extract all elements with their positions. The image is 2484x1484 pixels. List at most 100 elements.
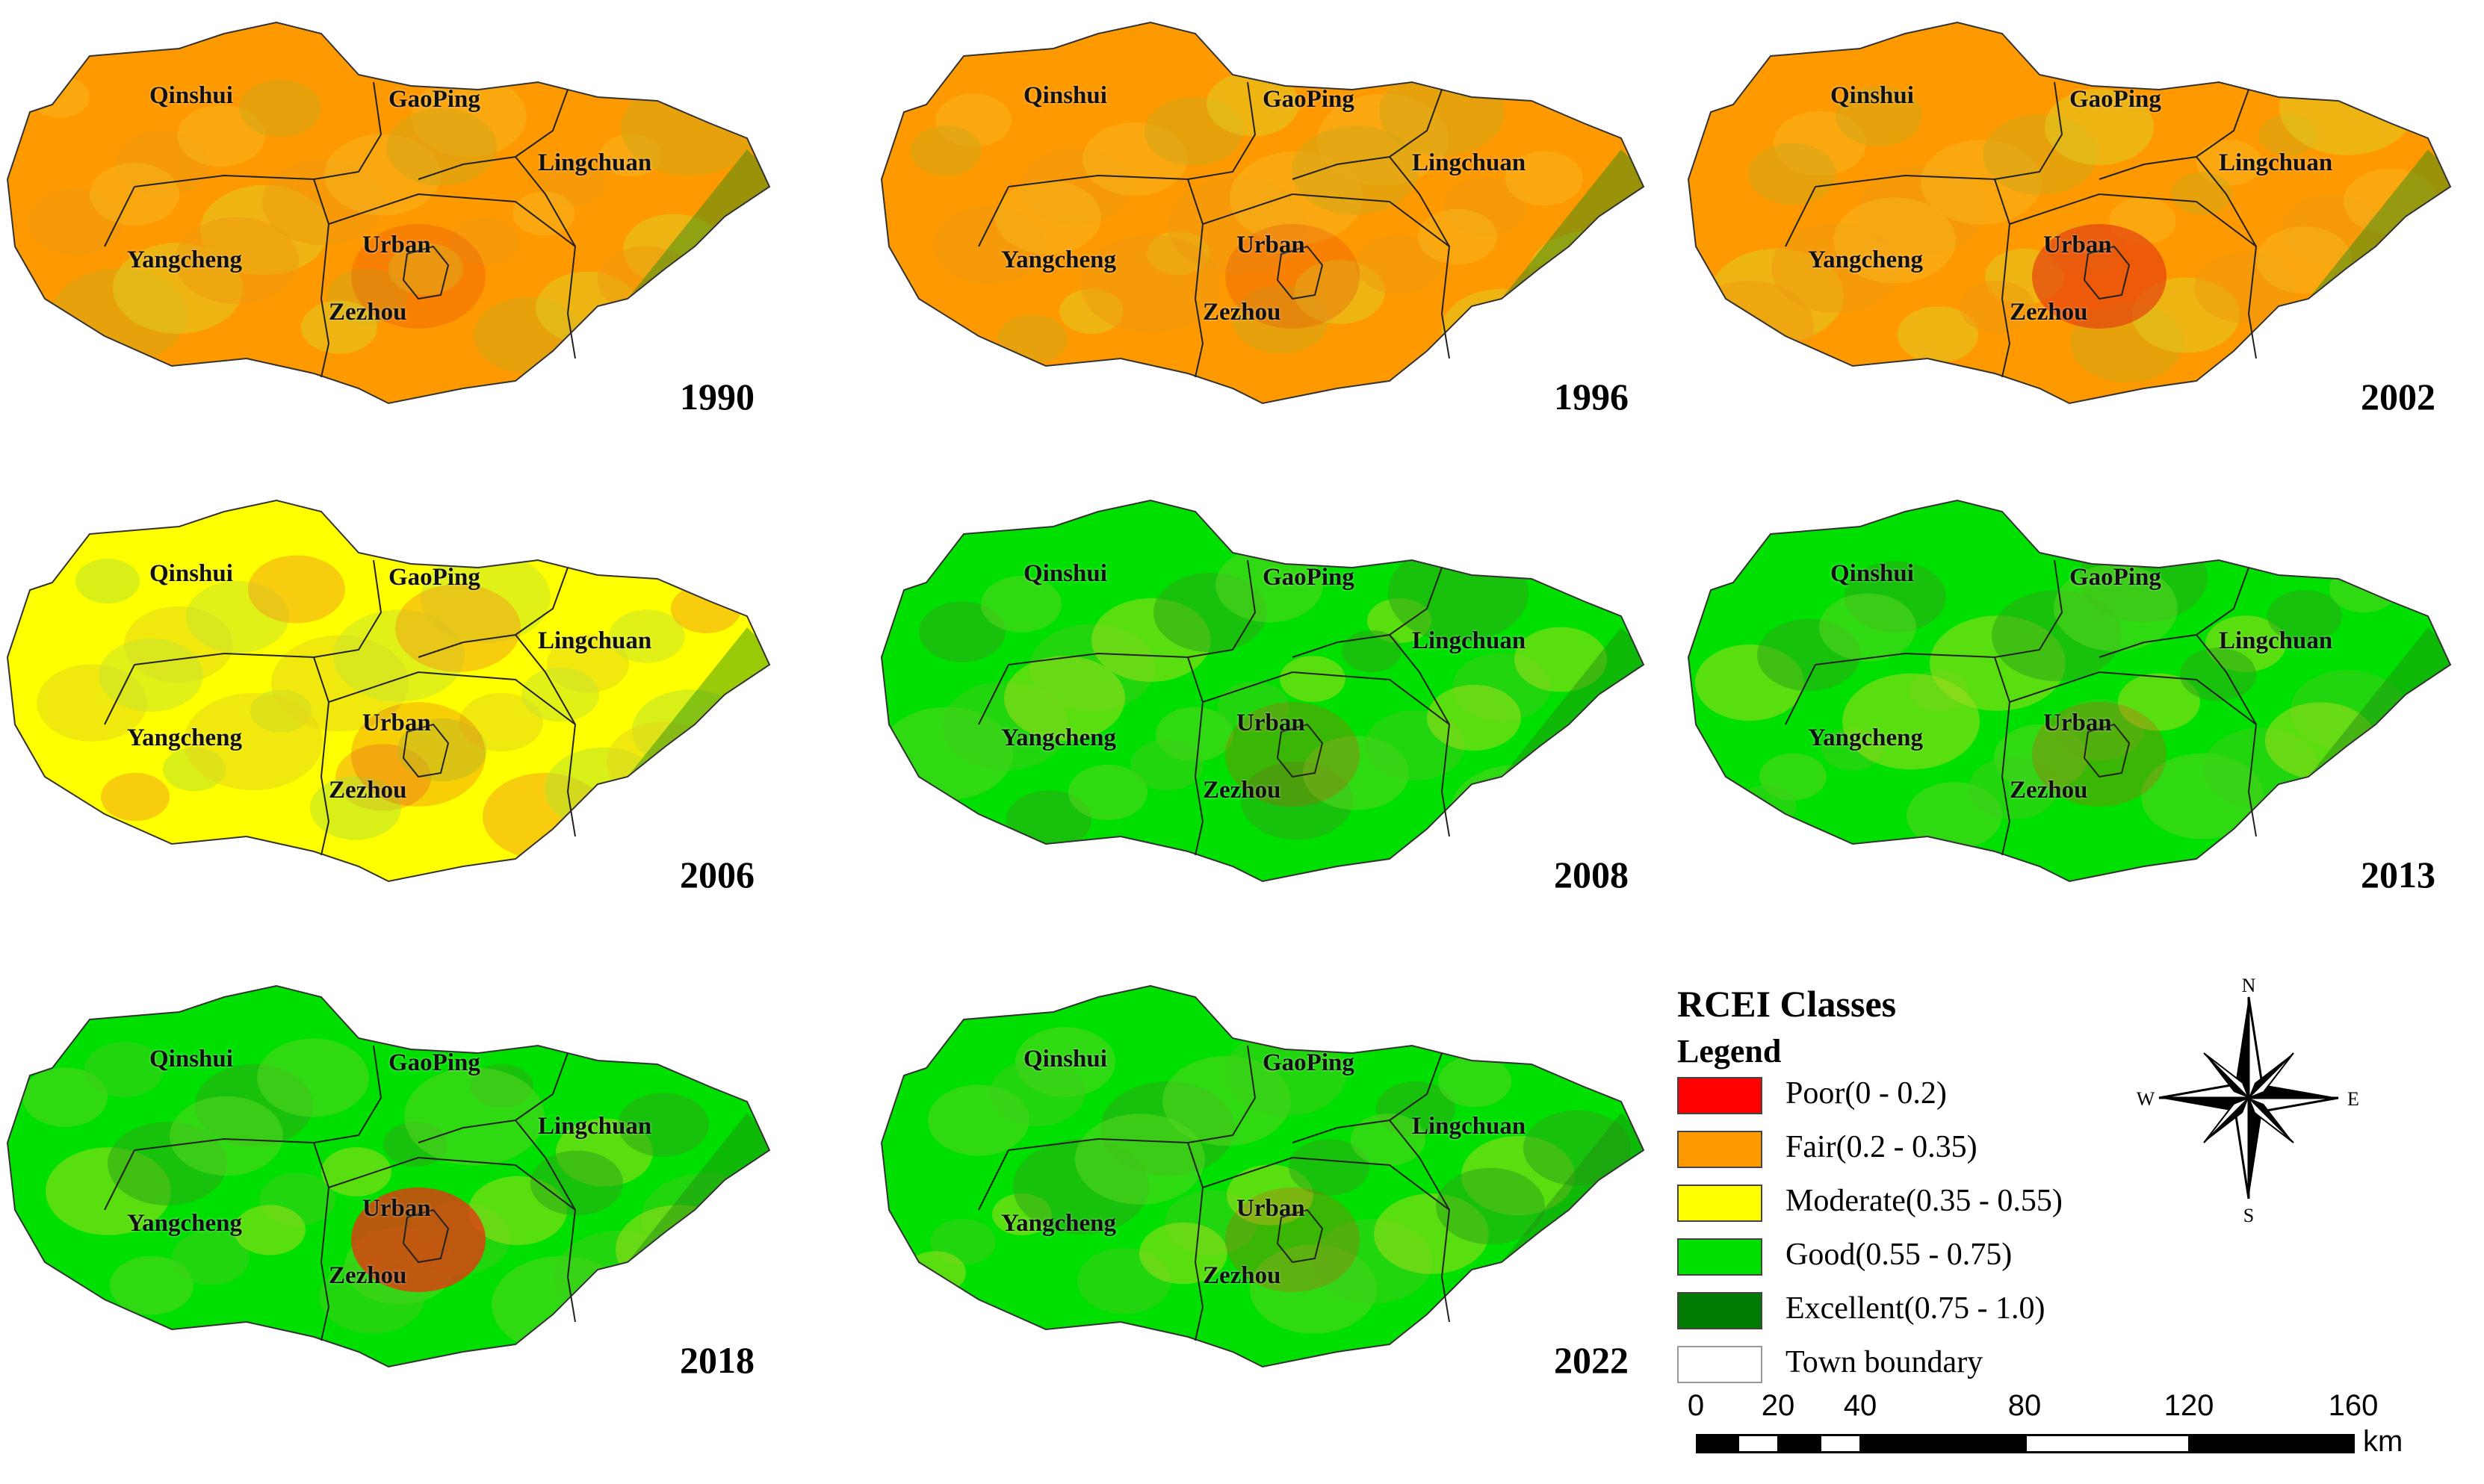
town-label-qinshui: Qinshui <box>1023 1046 1107 1072</box>
town-label-yangcheng: Yangcheng <box>1808 724 1924 751</box>
year-label: 2006 <box>680 854 755 895</box>
legend-label-moderate: Moderate(0.35 - 0.55) <box>1785 1184 2063 1218</box>
town-label-gaoping: GaoPing <box>1263 86 1354 113</box>
town-label-zezhou: Zezhou <box>2010 777 2088 804</box>
town-label-yangcheng: Yangcheng <box>127 246 243 273</box>
legend-subtitle: Legend <box>1677 1033 1782 1069</box>
legend-title: RCEI Classes <box>1677 983 1897 1025</box>
legend-label-excellent: Excellent(0.75 - 1.0) <box>1785 1291 2045 1326</box>
town-label-urban: Urban <box>2043 232 2112 258</box>
map-panel-2008: Qinshui GaoPing Lingchuan Yangcheng Urban Zez… <box>874 478 1673 956</box>
rcei-map <box>6 984 771 1368</box>
scale-bar: 0 20 40 80 120 160 km <box>1688 1389 2450 1479</box>
compass-w-label: W <box>2137 1088 2155 1110</box>
year-label: 1996 <box>1554 376 1629 417</box>
town-label-zezhou: Zezhou <box>329 777 407 804</box>
town-label-yangcheng: Yangcheng <box>127 1210 243 1237</box>
town-label-qinshui: Qinshui <box>149 560 233 587</box>
town-label-qinshui: Qinshui <box>1023 82 1107 109</box>
town-label-urban: Urban <box>362 710 431 736</box>
town-label-yangcheng: Yangcheng <box>127 724 243 751</box>
legend: RCEI Classes Legend Poor(0 - 0.2) Fair(0… <box>1673 978 2465 1471</box>
scale-tick-160: 160 <box>2328 1389 2379 1422</box>
year-label: 2008 <box>1554 854 1629 895</box>
year-label: 1990 <box>680 376 755 417</box>
scale-seg <box>1737 1434 1780 1453</box>
town-label-urban: Urban <box>1236 710 1305 736</box>
scale-seg <box>1778 1434 1821 1453</box>
scale-tick-120: 120 <box>2164 1389 2214 1422</box>
town-label-urban: Urban <box>1236 1195 1305 1222</box>
compass-e-label: E <box>2347 1088 2359 1110</box>
town-label-gaoping: GaoPing <box>2069 86 2161 113</box>
scale-seg <box>2025 1434 2190 1453</box>
town-label-gaoping: GaoPing <box>2069 564 2161 591</box>
north-arrow-compass: N S E W <box>2137 971 2361 1226</box>
town-label-zezhou: Zezhou <box>1203 777 1281 804</box>
scale-tick-0: 0 <box>1687 1389 1705 1422</box>
town-label-lingchuan: Lingchuan <box>2219 627 2333 654</box>
scale-seg <box>1696 1434 1738 1453</box>
town-label-qinshui: Qinshui <box>1830 82 1914 109</box>
rcei-map <box>880 499 1645 883</box>
rcei-map <box>880 21 1645 405</box>
compass-s-label: S <box>2243 1205 2254 1225</box>
rcei-map <box>880 984 1645 1368</box>
town-label-lingchuan: Lingchuan <box>1412 149 1526 176</box>
town-label-qinshui: Qinshui <box>149 1046 233 1072</box>
rcei-map <box>1687 21 2452 405</box>
year-label: 2018 <box>680 1339 755 1381</box>
town-label-lingchuan: Lingchuan <box>538 149 652 176</box>
town-label-gaoping: GaoPing <box>1263 564 1354 591</box>
scale-seg <box>1860 1434 2026 1453</box>
town-label-qinshui: Qinshui <box>1830 560 1914 587</box>
town-label-lingchuan: Lingchuan <box>538 1113 652 1140</box>
town-label-yangcheng: Yangcheng <box>1001 1210 1117 1237</box>
compass-rose-icon: N S E W <box>2137 975 2359 1226</box>
town-label-urban: Urban <box>362 1195 431 1222</box>
town-label-yangcheng: Yangcheng <box>1001 724 1117 751</box>
town-label-gaoping: GaoPing <box>388 86 480 113</box>
legend-label-good: Good(0.55 - 0.75) <box>1785 1238 2013 1272</box>
scale-unit: km <box>2363 1425 2403 1458</box>
legend-swatch-fair <box>1677 1131 1762 1168</box>
town-label-zezhou: Zezhou <box>1203 299 1281 326</box>
map-panel-1996: Qinshui GaoPing Lingchuan Yangcheng Urban Zez… <box>874 0 1673 478</box>
town-label-qinshui: Qinshui <box>149 82 233 109</box>
map-panel-2022: Qinshui GaoPing Lingchuan Yangcheng Urban Zez… <box>874 963 1673 1441</box>
town-label-gaoping: GaoPing <box>1263 1049 1354 1076</box>
town-label-yangcheng: Yangcheng <box>1808 246 1924 273</box>
rcei-map <box>6 499 771 883</box>
map-panel-2006: Qinshui GaoPing Lingchuan Yangcheng Urban Zez… <box>0 478 799 956</box>
compass-n-label: N <box>2242 975 2256 996</box>
legend-swatch-moderate <box>1677 1185 1762 1222</box>
town-label-gaoping: GaoPing <box>388 1049 480 1076</box>
map-panel-2018: Qinshui GaoPing Lingchuan Yangcheng Urban Zez… <box>0 963 799 1441</box>
legend-swatch-good <box>1677 1238 1762 1276</box>
year-label: 2002 <box>2361 376 2435 417</box>
legend-label-poor: Poor(0 - 0.2) <box>1785 1076 1947 1111</box>
town-label-zezhou: Zezhou <box>329 299 407 326</box>
town-label-zezhou: Zezhou <box>2010 299 2088 326</box>
town-label-gaoping: GaoPing <box>388 564 480 591</box>
legend-swatch-excellent <box>1677 1292 1762 1329</box>
town-label-urban: Urban <box>2043 710 2112 736</box>
town-label-lingchuan: Lingchuan <box>1412 627 1526 654</box>
scale-tick-80: 80 <box>2007 1389 2042 1422</box>
legend-label-fair: Fair(0.2 - 0.35) <box>1785 1130 1977 1164</box>
legend-label-town-boundary: Town boundary <box>1785 1345 1983 1379</box>
year-label: 2022 <box>1554 1339 1629 1381</box>
legend-swatch-town-boundary <box>1677 1346 1762 1383</box>
rcei-map <box>1687 499 2452 883</box>
town-label-urban: Urban <box>1236 232 1305 258</box>
scale-tick-20: 20 <box>1761 1389 1795 1422</box>
town-label-zezhou: Zezhou <box>1203 1262 1281 1289</box>
town-label-lingchuan: Lingchuan <box>538 627 652 654</box>
scale-tick-40: 40 <box>1843 1389 1877 1422</box>
town-label-urban: Urban <box>362 232 431 258</box>
town-label-yangcheng: Yangcheng <box>1001 246 1117 273</box>
map-panel-2002: Qinshui GaoPing Lingchuan Yangcheng Urban Zez… <box>1681 0 2480 478</box>
town-label-lingchuan: Lingchuan <box>2219 149 2333 176</box>
legend-swatch-poor <box>1677 1077 1762 1114</box>
town-label-zezhou: Zezhou <box>329 1262 407 1289</box>
